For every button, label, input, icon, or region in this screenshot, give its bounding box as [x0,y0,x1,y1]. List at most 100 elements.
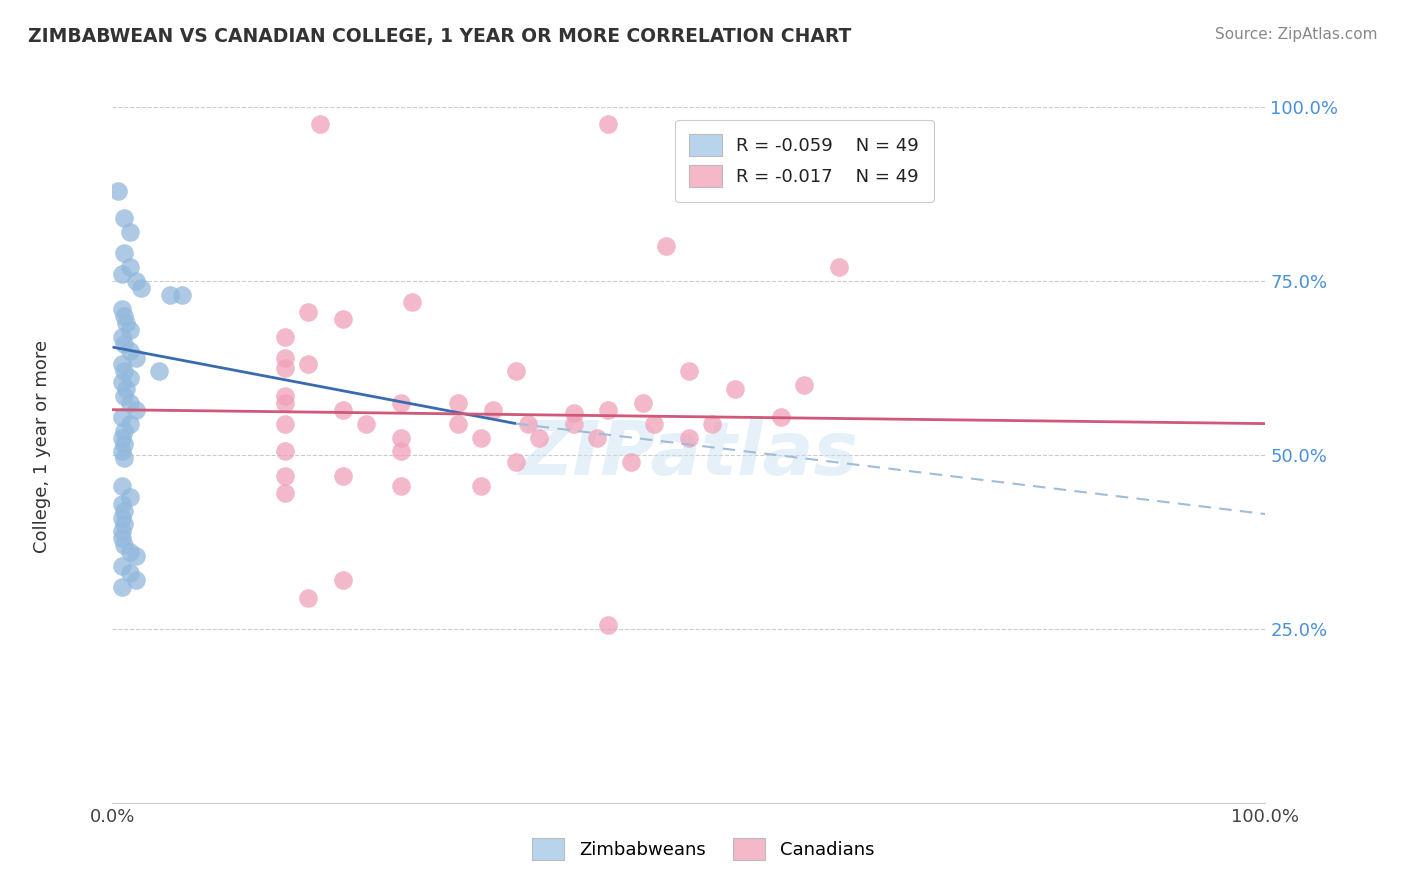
Point [118,490,141,504]
Point [505,364,527,378]
Point [159,288,181,302]
Point [115,316,138,330]
Point [700,417,723,431]
Point [724,382,747,396]
Point [389,479,412,493]
Point [793,378,815,392]
Point [111,267,134,281]
Point [111,524,134,539]
Point [297,358,319,372]
Point [389,396,412,410]
Point [124,573,146,587]
Point [111,532,134,546]
Point [620,455,643,469]
Point [111,479,134,493]
Point [111,329,134,343]
Point [118,260,141,274]
Point [643,417,665,431]
Point [118,396,141,410]
Point [129,281,153,295]
Point [389,444,412,458]
Point [118,343,141,358]
Point [482,402,505,417]
Point [274,396,297,410]
Point [111,375,134,389]
Point [112,336,135,351]
Point [118,545,141,559]
Point [118,566,141,581]
Point [111,510,134,524]
Point [332,468,354,483]
Point [401,294,423,309]
Point [332,402,354,417]
Point [297,591,319,605]
Point [111,358,134,372]
Point [111,431,134,445]
Point [274,486,297,500]
Point [111,580,134,594]
Point [124,402,146,417]
Point [124,549,146,563]
Text: College, 1 year or more: College, 1 year or more [34,340,51,552]
Point [447,417,470,431]
Point [112,211,135,226]
Point [274,444,297,458]
Point [148,364,170,378]
Point [562,417,585,431]
Point [274,360,297,375]
Point [274,351,297,365]
Legend: Zimbabweans, Canadians: Zimbabweans, Canadians [517,823,889,874]
Point [112,364,135,378]
Point [631,396,654,410]
Point [118,371,141,385]
Point [470,479,492,493]
Point [598,402,620,417]
Point [118,323,141,337]
Point [274,468,297,483]
Point [111,497,134,511]
Point [111,444,134,458]
Point [516,417,538,431]
Legend: R = -0.059    N = 49, R = -0.017    N = 49: R = -0.059 N = 49, R = -0.017 N = 49 [675,120,934,202]
Point [111,301,134,316]
Point [124,274,146,288]
Point [354,417,377,431]
Point [309,117,332,131]
Point [107,184,129,198]
Point [112,517,135,532]
Point [770,409,793,424]
Point [470,431,492,445]
Point [527,431,550,445]
Point [118,225,141,239]
Point [389,431,412,445]
Point [112,451,135,466]
Point [115,382,138,396]
Point [598,117,620,131]
Text: Source: ZipAtlas.com: Source: ZipAtlas.com [1215,27,1378,42]
Point [505,455,527,469]
Point [828,260,851,274]
Point [274,329,297,343]
Point [112,389,135,403]
Point [124,351,146,365]
Point [598,618,620,632]
Text: ZIMBABWEAN VS CANADIAN COLLEGE, 1 YEAR OR MORE CORRELATION CHART: ZIMBABWEAN VS CANADIAN COLLEGE, 1 YEAR O… [28,27,852,45]
Point [112,437,135,451]
Point [678,364,700,378]
Point [332,312,354,326]
Text: ZIPatlas: ZIPatlas [519,418,859,491]
Point [112,424,135,438]
Point [332,573,354,587]
Point [585,431,607,445]
Point [655,239,678,253]
Point [112,246,135,260]
Point [274,417,297,431]
Point [447,396,470,410]
Point [112,538,135,552]
Point [112,503,135,517]
Point [112,309,135,323]
Point [297,305,319,319]
Point [111,409,134,424]
Point [274,389,297,403]
Point [562,406,585,420]
